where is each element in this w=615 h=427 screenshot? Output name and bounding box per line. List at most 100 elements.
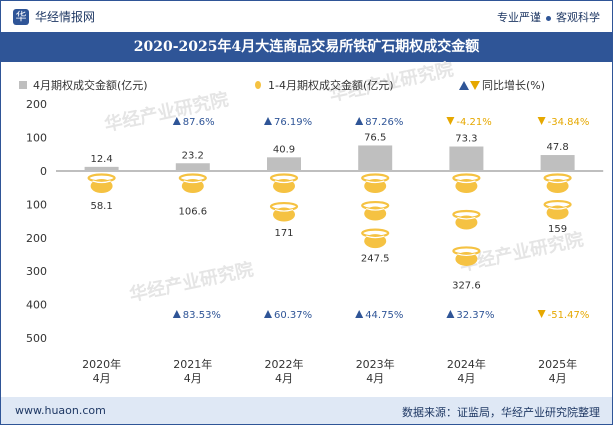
- cumulative-growth-up-icon: [172, 310, 181, 318]
- y-axis: 200 100 0 100 200 300 400 500: [26, 98, 604, 345]
- cumulative-pot-stack: [543, 173, 572, 220]
- top-bar: 华 华经情报网 专业严谨 客观科学: [1, 1, 612, 31]
- pot-rim: [543, 173, 572, 183]
- y-tick-label: 0: [40, 165, 47, 178]
- cumulative-value-label: 58.1: [90, 201, 112, 212]
- cumulative-growth-label: 60.37%: [274, 310, 312, 321]
- cumulative-pot-stack: [87, 173, 116, 193]
- cumulative-pot-stack: [452, 173, 481, 266]
- monthly-value-label: 73.3: [455, 134, 477, 145]
- monthly-growth-down-icon: [537, 117, 546, 125]
- y-tick-label: 200: [26, 232, 47, 245]
- footer-source: 数据来源：证监局，华经产业研究院整理: [402, 406, 600, 419]
- pot-rim: [178, 173, 207, 183]
- monthly-bar: [175, 163, 210, 171]
- pot-rim: [361, 173, 390, 183]
- monthly-bar: [267, 157, 301, 171]
- pot-highlight: [548, 180, 567, 184]
- pot-highlight: [92, 180, 111, 184]
- pot-highlight: [366, 235, 385, 239]
- chart-title: 2020-2025年4月大连商品交易所铁矿石期权成交金额: [1, 32, 612, 62]
- cumulative-value-label: 106.6: [178, 207, 207, 218]
- legend: 4月期权成交金额(亿元) 1-4月期权成交金额(亿元) 同比增长(%): [19, 78, 545, 92]
- monthly-value-label: 47.8: [546, 142, 568, 153]
- monthly-bar: [358, 145, 393, 171]
- watermark-text: 华经产业研究院: [102, 88, 230, 136]
- cumulative-growth-down-icon: [537, 310, 546, 318]
- monthly-value-label: 76.5: [364, 132, 386, 143]
- brand-logo-icon: 华: [13, 8, 29, 25]
- x-tick-label: 2024年 4月: [447, 357, 486, 385]
- legend-swatch-cumulative: [255, 81, 261, 89]
- legend-down-triangle-icon: [470, 81, 480, 90]
- legend-label-cumulative: 1-4月期权成交金额(亿元): [268, 78, 394, 92]
- monthly-bar: [449, 146, 484, 171]
- pot-highlight: [457, 253, 476, 257]
- pot-rim: [269, 173, 299, 183]
- pot-rim: [361, 228, 390, 238]
- monthly-growth-label: 87.26%: [365, 117, 403, 128]
- monthly-growth-up-icon: [264, 117, 272, 125]
- y-tick-label: 500: [26, 332, 47, 345]
- watermark-text: 华经产业研究院: [127, 258, 255, 306]
- pot-highlight: [548, 206, 567, 210]
- y-tick-label: 100: [26, 132, 47, 145]
- monthly-growth-label: 76.19%: [274, 117, 312, 128]
- x-tick-label: 2025年 4月: [538, 357, 577, 385]
- monthly-growth-down-icon: [446, 117, 455, 125]
- x-axis-labels: 2020年 4月 2021年 4月 2022年 4月 2023年 4月 2024年 4月 2025年…: [82, 357, 577, 385]
- cumulative-pot-stack: [361, 173, 390, 249]
- pot-rim: [543, 199, 572, 210]
- cumulative-growth-up-icon: [446, 310, 455, 318]
- pot-highlight: [457, 180, 476, 184]
- monthly-bar: [84, 166, 119, 171]
- x-tick-label: 2021年 4月: [173, 357, 212, 385]
- pot-rim: [87, 173, 116, 183]
- tagline: 专业严谨 客观科学: [497, 9, 600, 25]
- cumulative-value-label: 159: [548, 224, 567, 235]
- footer-url: www.huaon.com: [15, 404, 106, 417]
- pot-rim: [361, 200, 390, 211]
- cumulative-growth-up-icon: [355, 310, 364, 318]
- cumulative-value-label: 171: [274, 228, 293, 239]
- footer: www.huaon.com 数据来源：证监局，华经产业研究院整理: [1, 397, 612, 424]
- monthly-growth-up-icon: [172, 117, 181, 125]
- pot-rim: [269, 201, 299, 212]
- pot-rim: [452, 209, 481, 220]
- legend-up-triangle-icon: [459, 81, 469, 90]
- monthly-growth-up-icon: [355, 117, 364, 125]
- legend-label-monthly: 4月期权成交金额(亿元): [33, 78, 148, 92]
- cumulative-growth-label: 32.37%: [456, 310, 494, 321]
- cumulative-growth-label: 83.53%: [183, 310, 221, 321]
- pot-highlight: [274, 208, 294, 212]
- legend-label-growth: 同比增长(%): [482, 78, 545, 92]
- tagline-right: 客观科学: [556, 11, 600, 24]
- monthly-growth-label: 87.6%: [183, 117, 215, 128]
- cumulative-value-label: 327.6: [452, 280, 481, 291]
- pot-highlight: [183, 180, 202, 184]
- cumulative-pot-stack: [178, 173, 207, 193]
- x-tick-label: 2022年 4月: [265, 357, 304, 385]
- tagline-dot-icon: [546, 15, 551, 21]
- pot-highlight: [274, 180, 294, 184]
- cumulative-value-label: 247.5: [361, 254, 390, 265]
- brand: 华 华经情报网: [13, 8, 95, 25]
- y-tick-label: 200: [26, 98, 47, 111]
- y-tick-label: 300: [26, 265, 47, 278]
- x-tick-label: 2023年 4月: [356, 357, 395, 385]
- y-tick-label: 400: [26, 299, 47, 312]
- cumulative-growth-label: 44.75%: [365, 310, 403, 321]
- pot-highlight: [366, 180, 385, 184]
- monthly-value-label: 12.4: [90, 154, 112, 165]
- legend-swatch-monthly: [19, 81, 27, 89]
- pot-highlight: [366, 207, 385, 211]
- monthly-bar: [540, 155, 575, 171]
- tagline-left: 专业严谨: [497, 11, 541, 24]
- pot-highlight: [457, 216, 476, 220]
- x-tick-label: 2020年 4月: [82, 357, 121, 385]
- cumulative-growth-label: -51.47%: [548, 310, 590, 321]
- monthly-value-label: 40.9: [273, 144, 295, 155]
